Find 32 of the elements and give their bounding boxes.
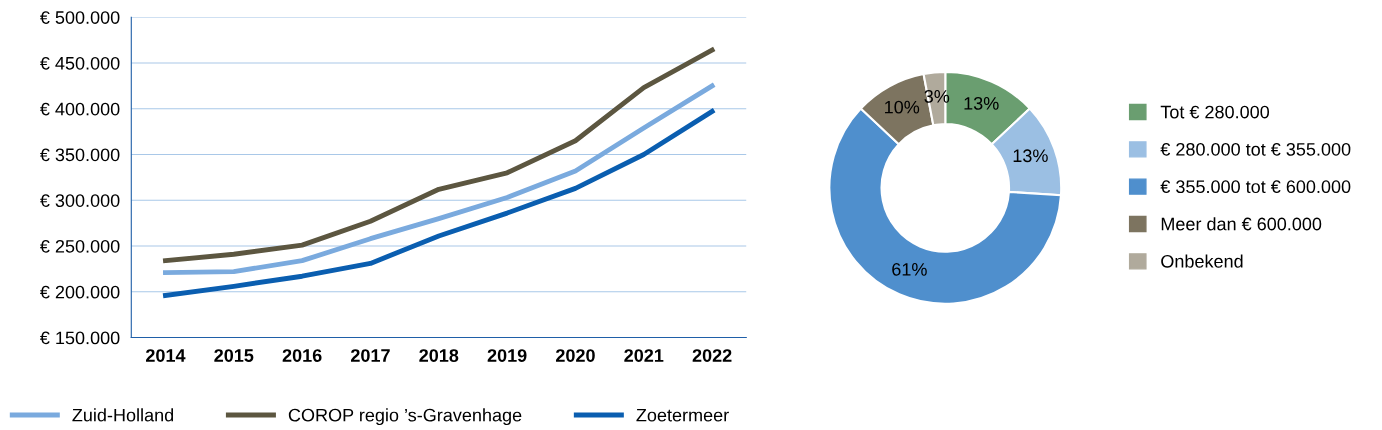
data-label: 10% xyxy=(885,100,920,114)
legend-label: Meer dan € 600.000 xyxy=(1161,217,1322,231)
legend-label: Onbekend xyxy=(1161,254,1243,268)
data-label: 61% xyxy=(892,262,927,276)
x-tick-label: 2018 xyxy=(419,349,459,362)
x-tick-label: 2014 xyxy=(146,349,186,362)
y-tick-label: € 250.000 xyxy=(40,239,120,253)
legend-label: COROP regio ’s-Gravenhage xyxy=(288,408,522,426)
y-tick-label: € 450.000 xyxy=(40,56,120,70)
legend-label: € 355.000 tot € 600.000 xyxy=(1160,180,1351,194)
y-tick-label: € 350.000 xyxy=(40,148,120,162)
x-tick-label: 2017 xyxy=(351,349,390,362)
y-tick-label: € 500.000 xyxy=(40,11,120,24)
x-tick-label: 2022 xyxy=(692,349,732,362)
x-tick-label: 2016 xyxy=(282,349,322,362)
legend-label: € 280.000 tot € 355.000 xyxy=(1160,142,1351,156)
data-label: 13% xyxy=(964,96,999,110)
x-tick-label: 2021 xyxy=(624,349,664,362)
line-series xyxy=(163,47,715,264)
y-tick-label: € 150.000 xyxy=(40,331,120,345)
x-tick-label: 2019 xyxy=(487,349,527,362)
line-series xyxy=(163,83,715,275)
y-tick-label: € 400.000 xyxy=(40,102,120,116)
y-tick-label: € 300.000 xyxy=(40,194,120,207)
legend-label: Zuid-Holland xyxy=(72,408,174,422)
legend-label: Tot € 280.000 xyxy=(1160,105,1270,119)
y-tick-label: € 200.000 xyxy=(40,285,120,299)
line-series xyxy=(163,109,715,298)
x-tick-label: 2020 xyxy=(555,349,595,362)
legend-label: Zoetermeer xyxy=(636,408,729,422)
data-label: 13% xyxy=(1013,149,1048,163)
x-tick-label: 2015 xyxy=(214,349,254,362)
